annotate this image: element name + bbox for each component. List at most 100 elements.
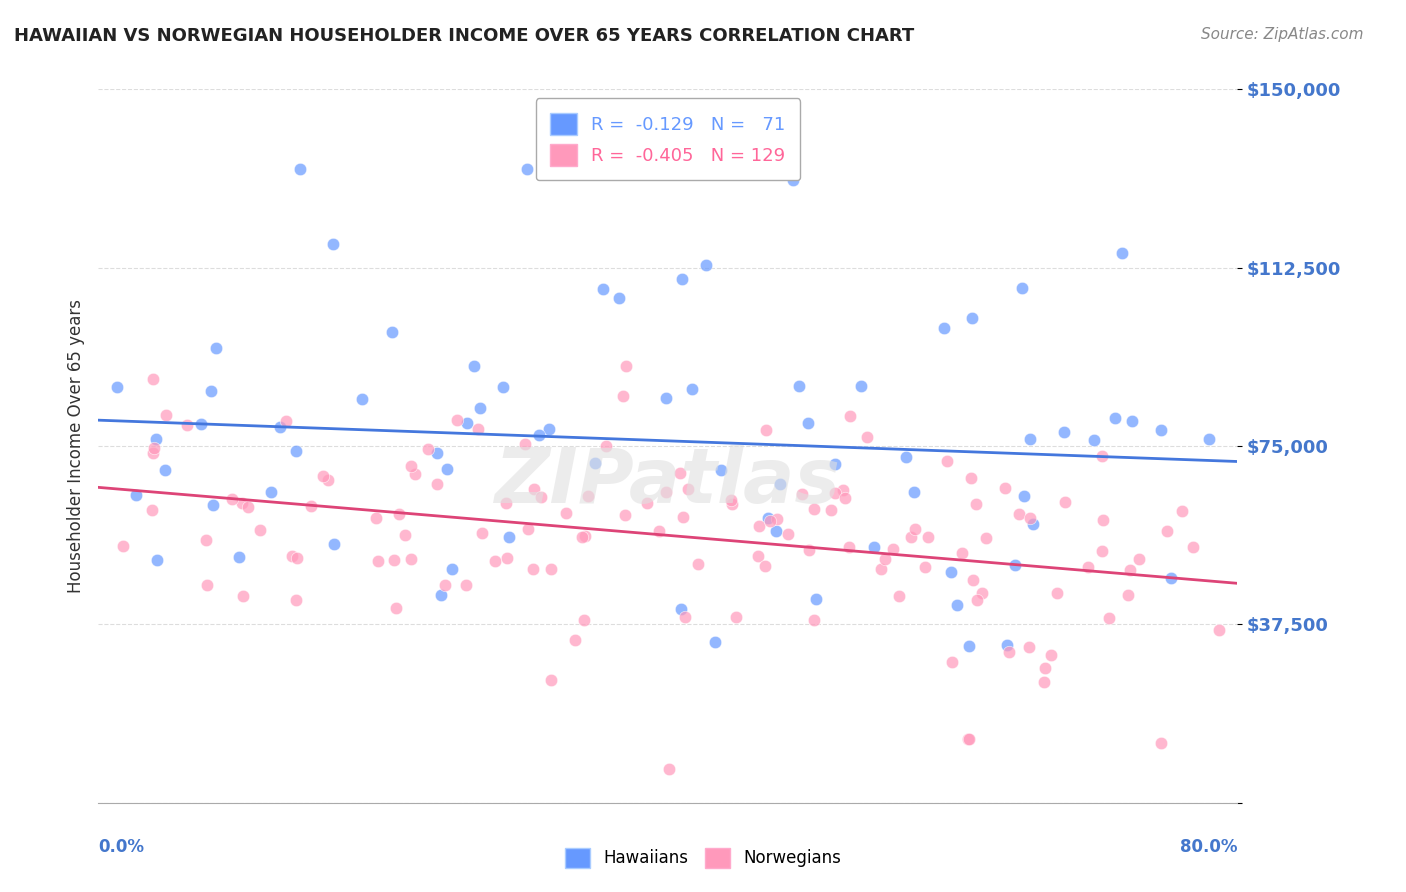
Point bbox=[832, 483, 855, 497]
Point bbox=[1053, 425, 1076, 440]
Point bbox=[1019, 432, 1042, 446]
Point bbox=[834, 491, 856, 505]
Point bbox=[316, 473, 339, 487]
Point bbox=[276, 414, 298, 428]
Point bbox=[1111, 246, 1133, 260]
Point bbox=[105, 379, 128, 393]
Point bbox=[540, 562, 562, 576]
Point bbox=[882, 542, 904, 557]
Point bbox=[125, 488, 148, 502]
Point bbox=[456, 578, 478, 592]
Point bbox=[366, 511, 388, 525]
Point bbox=[782, 172, 804, 186]
Point bbox=[704, 635, 727, 649]
Point bbox=[574, 529, 596, 543]
Point bbox=[1121, 414, 1143, 428]
Point bbox=[965, 497, 987, 511]
Point bbox=[1091, 513, 1114, 527]
Point bbox=[671, 272, 693, 286]
Point bbox=[367, 554, 389, 568]
Point bbox=[1083, 433, 1105, 447]
Point bbox=[776, 527, 799, 541]
Point bbox=[440, 562, 463, 576]
Point bbox=[1033, 661, 1056, 675]
Point bbox=[950, 545, 973, 559]
Point bbox=[612, 389, 634, 403]
Point bbox=[484, 554, 506, 568]
Point bbox=[862, 541, 884, 555]
Point bbox=[681, 382, 703, 396]
Point bbox=[1007, 507, 1029, 521]
Point bbox=[416, 442, 439, 456]
Point bbox=[1018, 511, 1040, 525]
Point bbox=[932, 321, 955, 335]
Point bbox=[614, 359, 637, 373]
Point bbox=[824, 486, 846, 500]
Point bbox=[190, 417, 212, 431]
Point bbox=[529, 490, 551, 504]
Point bbox=[607, 291, 630, 305]
Text: ZIPatlas: ZIPatlas bbox=[495, 445, 841, 518]
Point bbox=[946, 599, 969, 613]
Point bbox=[259, 485, 281, 500]
Point bbox=[695, 258, 717, 272]
Point bbox=[576, 489, 599, 503]
Text: Source: ZipAtlas.com: Source: ZipAtlas.com bbox=[1201, 27, 1364, 42]
Point bbox=[281, 549, 304, 563]
Point bbox=[941, 655, 963, 669]
Point bbox=[153, 463, 176, 477]
Point bbox=[720, 497, 742, 511]
Point bbox=[851, 378, 873, 392]
Text: 80.0%: 80.0% bbox=[1180, 838, 1237, 855]
Legend: Hawaiians, Norwegians: Hawaiians, Norwegians bbox=[558, 841, 848, 875]
Point bbox=[290, 161, 312, 176]
Point bbox=[515, 437, 537, 451]
Point bbox=[523, 482, 546, 496]
Point bbox=[725, 610, 748, 624]
Point bbox=[803, 502, 825, 516]
Point bbox=[145, 432, 167, 446]
Point bbox=[914, 560, 936, 574]
Point bbox=[572, 614, 595, 628]
Point bbox=[463, 359, 485, 373]
Point bbox=[527, 428, 550, 442]
Point bbox=[960, 310, 983, 325]
Point bbox=[820, 502, 842, 516]
Point bbox=[571, 530, 593, 544]
Point bbox=[1160, 571, 1182, 585]
Point bbox=[430, 588, 453, 602]
Point bbox=[285, 593, 308, 607]
Point bbox=[966, 592, 988, 607]
Point bbox=[433, 578, 456, 592]
Point bbox=[759, 514, 782, 528]
Point bbox=[747, 549, 769, 563]
Text: HAWAIIAN VS NORWEGIAN HOUSEHOLDER INCOME OVER 65 YEARS CORRELATION CHART: HAWAIIAN VS NORWEGIAN HOUSEHOLDER INCOME… bbox=[14, 27, 914, 45]
Point bbox=[671, 601, 693, 615]
Point bbox=[994, 481, 1017, 495]
Point bbox=[142, 442, 165, 456]
Point bbox=[468, 401, 491, 415]
Point bbox=[1156, 524, 1178, 538]
Point bbox=[540, 673, 562, 687]
Point bbox=[904, 522, 927, 536]
Point bbox=[492, 380, 515, 394]
Point bbox=[972, 586, 994, 600]
Point bbox=[1077, 560, 1099, 574]
Point bbox=[269, 420, 291, 434]
Point bbox=[790, 487, 813, 501]
Point bbox=[176, 418, 198, 433]
Point bbox=[537, 422, 560, 436]
Point bbox=[956, 731, 979, 746]
Point bbox=[1022, 516, 1045, 531]
Point bbox=[394, 527, 416, 541]
Point bbox=[446, 413, 468, 427]
Point bbox=[384, 600, 406, 615]
Point bbox=[1011, 281, 1033, 295]
Point bbox=[467, 422, 489, 436]
Point bbox=[1208, 624, 1230, 638]
Point bbox=[957, 639, 980, 653]
Point bbox=[672, 510, 695, 524]
Point bbox=[404, 467, 426, 482]
Point bbox=[654, 485, 676, 500]
Point bbox=[232, 589, 254, 603]
